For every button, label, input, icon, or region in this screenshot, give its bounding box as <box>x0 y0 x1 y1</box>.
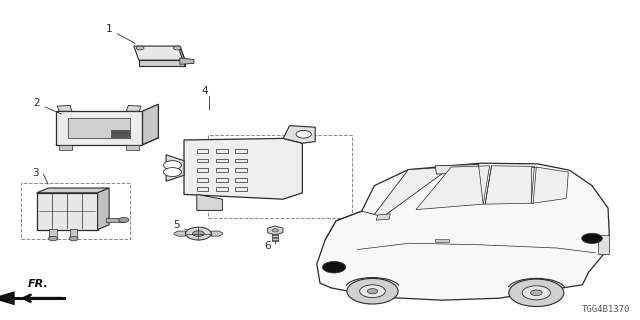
Polygon shape <box>97 188 109 230</box>
Polygon shape <box>197 195 223 211</box>
Bar <box>216 159 228 163</box>
Bar <box>216 149 228 153</box>
Polygon shape <box>58 106 72 111</box>
Polygon shape <box>485 166 534 204</box>
Circle shape <box>296 131 312 138</box>
Text: 1: 1 <box>106 24 135 44</box>
Polygon shape <box>143 104 159 145</box>
Bar <box>197 188 209 191</box>
Polygon shape <box>134 46 185 60</box>
Circle shape <box>173 46 181 50</box>
Text: 6: 6 <box>264 241 271 251</box>
Polygon shape <box>56 111 143 145</box>
Circle shape <box>531 290 542 296</box>
Circle shape <box>323 261 346 273</box>
Bar <box>49 229 57 239</box>
Polygon shape <box>435 164 479 174</box>
Circle shape <box>367 289 378 294</box>
Circle shape <box>360 285 385 298</box>
Bar <box>236 178 247 182</box>
Polygon shape <box>180 46 185 66</box>
Polygon shape <box>374 167 451 217</box>
Text: 4: 4 <box>202 86 208 96</box>
Text: 2: 2 <box>33 98 61 114</box>
Bar <box>216 188 228 191</box>
Circle shape <box>69 236 78 241</box>
Polygon shape <box>36 188 109 193</box>
Text: TGG4B1370: TGG4B1370 <box>582 305 630 314</box>
Bar <box>197 159 209 163</box>
Bar <box>106 218 124 221</box>
Polygon shape <box>56 138 159 145</box>
Circle shape <box>347 278 398 304</box>
Bar <box>208 135 352 219</box>
Bar <box>197 149 209 153</box>
Bar <box>435 239 449 242</box>
Circle shape <box>193 231 204 236</box>
Polygon shape <box>60 145 72 150</box>
Polygon shape <box>317 163 609 300</box>
Polygon shape <box>211 231 223 236</box>
Circle shape <box>163 168 182 177</box>
Bar <box>236 168 247 172</box>
Bar <box>236 188 247 191</box>
Circle shape <box>118 218 129 223</box>
Circle shape <box>49 236 58 241</box>
Polygon shape <box>376 214 390 220</box>
Circle shape <box>582 233 602 244</box>
Polygon shape <box>174 231 186 236</box>
Polygon shape <box>268 226 283 235</box>
Text: 5: 5 <box>173 220 191 232</box>
Circle shape <box>272 229 278 232</box>
Circle shape <box>136 46 144 50</box>
Bar <box>216 168 228 172</box>
Circle shape <box>522 286 550 300</box>
Bar <box>236 149 247 153</box>
Text: FR.: FR. <box>28 279 48 289</box>
Text: 3: 3 <box>32 168 38 179</box>
Polygon shape <box>68 118 131 138</box>
Bar <box>598 235 609 254</box>
Polygon shape <box>139 60 185 66</box>
Bar <box>111 131 129 138</box>
Circle shape <box>163 161 182 170</box>
Polygon shape <box>127 106 141 111</box>
Bar <box>20 183 129 239</box>
Circle shape <box>186 227 211 240</box>
Polygon shape <box>283 126 315 143</box>
Polygon shape <box>416 166 490 210</box>
Bar <box>70 229 77 239</box>
Bar <box>216 178 228 182</box>
Bar <box>236 159 247 163</box>
Bar <box>197 178 209 182</box>
Polygon shape <box>533 167 568 203</box>
Polygon shape <box>0 291 15 305</box>
Polygon shape <box>36 193 97 230</box>
Polygon shape <box>127 145 140 150</box>
Polygon shape <box>180 58 194 64</box>
Polygon shape <box>166 155 184 181</box>
Circle shape <box>509 279 564 307</box>
Polygon shape <box>184 139 303 199</box>
Bar <box>197 168 209 172</box>
Bar <box>272 233 278 241</box>
